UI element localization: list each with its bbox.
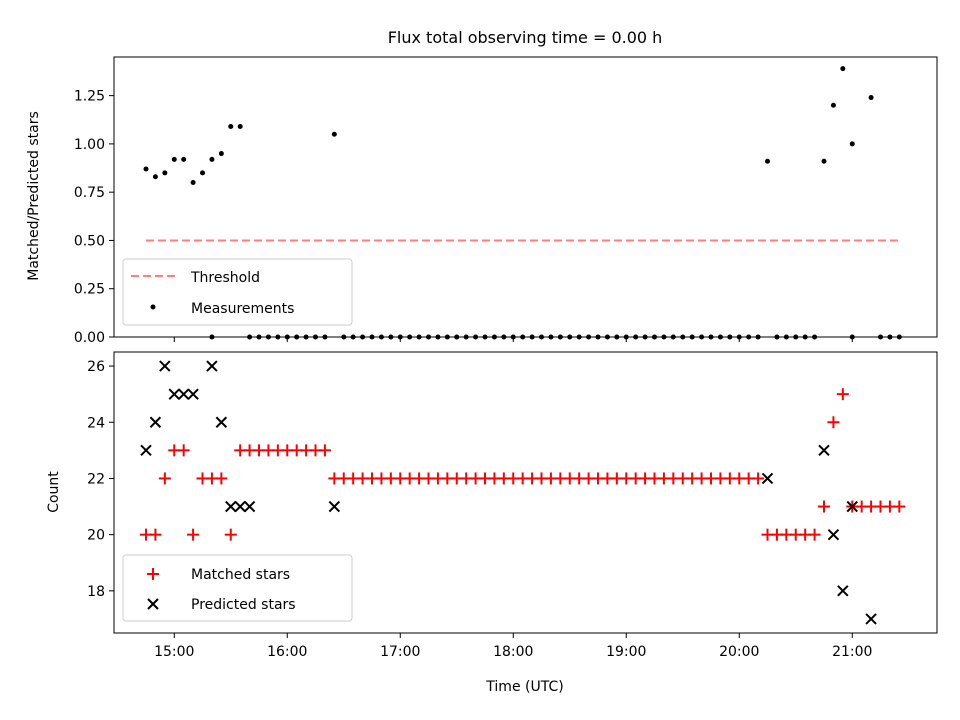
top-ytick-label: 1.00 (74, 137, 105, 153)
predicted-star-point (177, 388, 190, 400)
predicted-star-point (328, 500, 341, 513)
measurement-point (152, 174, 158, 180)
measurement-point (840, 66, 846, 72)
measurement-point (331, 131, 337, 137)
legend-measurements-label: Measurements (191, 301, 294, 317)
measurement-point (181, 156, 187, 162)
measurement-point (830, 102, 836, 108)
bottom-xtick-label: 20:00 (719, 644, 759, 660)
top-ytick-label: 0.00 (74, 330, 105, 346)
bottom-ytick-label: 22 (87, 471, 105, 487)
top-plot: 0.00 0.25 0.50 0.75 1.00 1.25 (74, 56, 938, 346)
predicted-star-point (865, 613, 877, 625)
predicted-star-point (140, 444, 152, 457)
measurement-point (765, 158, 771, 164)
legend-threshold-label: Threshold (190, 270, 260, 286)
matched-star-point (836, 388, 849, 401)
top-axes-frame (113, 56, 938, 338)
top-ytick-label: 0.25 (74, 282, 105, 298)
top-legend-frame (122, 258, 353, 326)
bottom-axes-frame (113, 351, 938, 634)
predicted-star-point (761, 472, 774, 485)
matched-star-point (893, 500, 906, 513)
bottom-xlabel: Time (UTC) (485, 679, 563, 695)
measurement-point (849, 141, 855, 147)
bottom-ytick-label: 24 (87, 415, 105, 431)
bottom-ytick-label: 26 (87, 359, 105, 375)
predicted-star-point (234, 500, 246, 513)
legend-measurements-swatch (150, 304, 156, 310)
predicted-star-point (168, 388, 180, 400)
predicted-star-point (818, 444, 830, 457)
matched-star-point (752, 472, 765, 485)
matched-star-point (187, 528, 200, 541)
bottom-xtick-label: 18:00 (493, 644, 533, 660)
matched-star-point (318, 444, 331, 457)
matched-star-point (149, 528, 162, 541)
predicted-star-point (215, 416, 228, 428)
bottom-xtick-label: 17:00 (380, 644, 420, 660)
measurement-point (237, 124, 243, 130)
measurement-point (190, 180, 196, 186)
bottom-xtick-label: 21:00 (832, 644, 872, 660)
predicted-star-point (159, 360, 171, 372)
matched-star-point (224, 528, 237, 541)
top-ytick-label: 0.50 (74, 233, 105, 249)
top-legend: Threshold Measurements (122, 258, 353, 326)
measurement-point (143, 166, 149, 172)
matched-star-point (808, 528, 821, 541)
bottom-ytick-label: 18 (87, 584, 105, 600)
predicted-star-point (827, 528, 840, 541)
bottom-legend-frame (122, 554, 353, 622)
predicted-star-point (243, 500, 256, 513)
measurement-point (821, 158, 827, 164)
matched-star-point (215, 472, 228, 485)
matched-star-point (818, 500, 831, 513)
bottom-ytick-label: 20 (87, 528, 105, 544)
measurement-point (171, 156, 177, 162)
bottom-plot: 15:00 16:00 17:00 18:00 19:00 20:00 21:00 18 20 2… (87, 351, 938, 660)
matched-star-point (158, 472, 171, 485)
legend-predicted-label: Predicted stars (191, 597, 296, 613)
bottom-xtick-label: 19:00 (606, 644, 646, 660)
predicted-star-point (149, 416, 162, 428)
top-ylabel: Matched/Predicted stars (26, 111, 42, 281)
matched-star-point (827, 416, 840, 429)
top-ytick-label: 0.75 (74, 185, 105, 201)
measurement-point (868, 95, 874, 101)
measurement-point (162, 170, 168, 176)
bottom-xtick-label: 16:00 (267, 644, 307, 660)
predicted-star-point (187, 388, 199, 400)
measurement-point (200, 170, 206, 176)
legend-predicted-swatch (147, 598, 159, 610)
predicted-star-point (837, 585, 849, 597)
bottom-ylabel: Count (46, 471, 62, 513)
measurement-point (209, 156, 215, 162)
legend-matched-swatch (147, 568, 159, 580)
bottom-legend: Matched stars Predicted stars (122, 554, 353, 622)
chart-title: Flux total observing time = 0.00 h (388, 28, 663, 47)
measurement-point (218, 151, 224, 157)
legend-matched-label: Matched stars (191, 567, 290, 583)
predicted-star-point (206, 360, 218, 372)
predicted-star-point (225, 500, 237, 513)
matched-star-point (177, 444, 190, 457)
top-ytick-label: 1.25 (74, 89, 105, 105)
measurement-point (228, 124, 234, 130)
bottom-xtick-label: 15:00 (154, 644, 194, 660)
predicted-star-point (846, 500, 858, 513)
